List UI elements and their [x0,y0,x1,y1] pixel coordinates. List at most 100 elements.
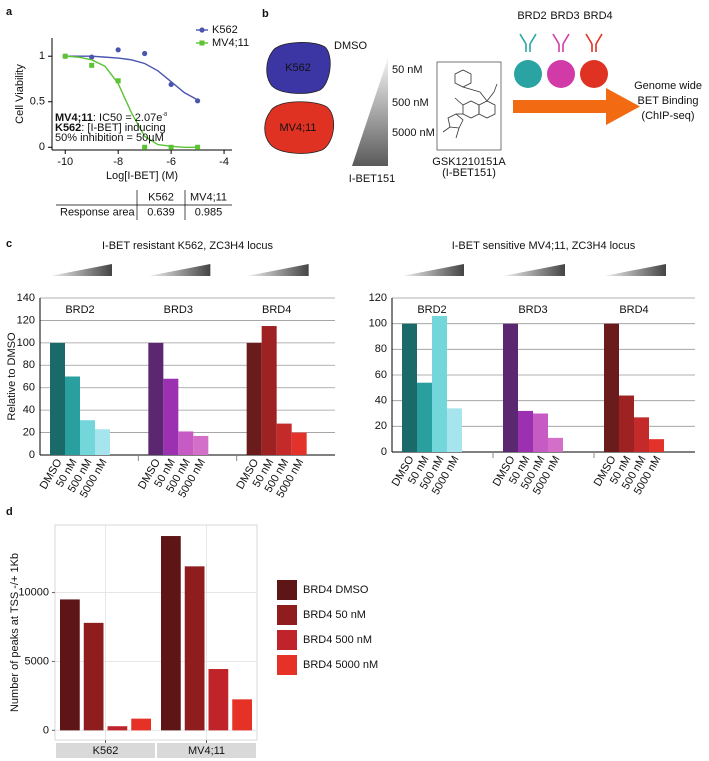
y-tick-label: 20 [23,426,35,438]
bar [246,342,262,455]
bar [432,315,447,452]
structure [436,61,502,151]
antibody [595,33,603,45]
bar [163,378,179,455]
legend-swatch [277,605,297,625]
dose-triangle [352,58,388,166]
y-tick-label: 60 [375,369,387,381]
annotation: MV4;11: IC50 = 2.07e-8 [55,112,167,124]
compound-name: GSK1210151A [432,156,506,168]
bar [402,323,417,452]
legend-swatch [277,630,297,650]
cell-label: K562 [285,62,311,74]
point [195,144,201,150]
point [115,47,121,53]
point [115,78,121,84]
cell-label: MV4;11 [279,122,316,134]
bar [261,326,277,455]
chart-title: I-BET resistant K562, ZC3H4 locus [102,240,273,252]
table-header: MV4;11 [190,191,227,203]
annotation-text: 50% inhibition = 50µM [55,132,164,144]
panel-label: b [262,8,269,20]
annotation-bold: MV4;11 [55,112,93,124]
group-label: BRD4 [262,304,291,316]
readout: Genome wide [634,80,702,92]
y-tick-label: 80 [375,343,387,355]
y-tick-label: 1 [39,50,45,62]
y-tick-label: 10000 [18,586,49,598]
antibody [529,33,537,45]
table-cell: 0.639 [147,206,175,218]
y-tick-label: 40 [23,404,35,416]
dose-wedge [402,264,464,276]
bar [291,432,307,455]
table-cell: 0.985 [195,206,223,218]
legend-marker [199,40,205,46]
y-tick-label: 80 [23,359,35,371]
bar [80,420,95,455]
y-tick-label: 0.5 [30,96,45,108]
compound-alias: (I-BET151) [442,167,496,179]
y-axis-label: Number of peaks at TSS -/+ 1Kb [9,553,21,712]
bar [447,408,462,452]
table-header: K562 [148,191,174,203]
bead [580,60,608,88]
y-tick-label: 120 [17,314,35,326]
point [194,98,201,104]
annotation-sup: -8 [162,112,167,118]
facet-strip [56,743,155,758]
bar [533,413,548,452]
bar [83,622,104,731]
dose-wedge [246,264,309,276]
fit-curve [65,55,198,148]
group-label: BRD2 [417,304,446,316]
x-axis-label: Log[I-BET] (M) [106,170,178,182]
readout: BET Binding [638,95,699,107]
bar [518,410,533,452]
bar [184,566,205,731]
bar [161,536,181,731]
bar [208,669,229,731]
bar [50,342,65,455]
y-tick-label: 5000 [25,655,49,667]
panel-label: c [6,238,12,250]
antibody-label: BRD2 [517,10,546,22]
arrow-shaft [513,100,608,113]
bar [65,376,80,455]
x-tick-label: -6 [166,156,176,168]
y-tick-label: 0 [43,724,49,736]
point [168,144,174,150]
point [89,54,95,60]
bead [514,60,542,88]
x-tick-label: -8 [113,156,123,168]
legend-swatch [277,655,297,675]
dose-label: 5000 nM [392,127,435,139]
bar [634,417,649,452]
antibody-label: BRD4 [583,10,612,22]
dose-wedge [503,264,565,276]
legend-label: BRD4 500 nM [303,634,372,646]
antibody-label: BRD3 [550,10,579,22]
bar [548,437,563,452]
dose-wedge [50,264,112,276]
antibody [552,33,560,45]
x-tick-label: -4 [219,156,229,168]
bar [193,435,209,455]
fit-curve [65,55,198,101]
bar [178,431,194,455]
point [168,81,174,88]
bar [604,323,619,452]
point [142,144,148,150]
annotation: 50% inhibition = 50µM [55,132,164,144]
annotation-text: : [I-BET] inducing [81,122,165,134]
point [142,50,148,57]
bar [148,342,164,455]
panel-label: d [6,506,13,518]
group-label: BRD4 [619,304,648,316]
y-tick-label: 0 [381,446,387,458]
bar [95,429,110,455]
y-tick-label: 120 [369,292,387,304]
y-tick-label: 100 [17,337,35,349]
bar [417,382,432,452]
